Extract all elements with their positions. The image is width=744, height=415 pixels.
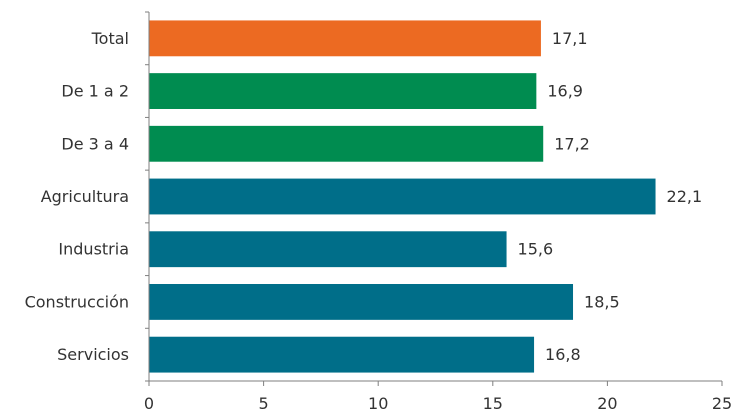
bar xyxy=(149,231,507,268)
bar xyxy=(149,178,656,215)
x-tick-label: 25 xyxy=(712,394,732,413)
category-label: De 3 a 4 xyxy=(61,134,129,153)
data-label: 16,8 xyxy=(545,345,581,364)
category-label: Servicios xyxy=(57,345,129,364)
data-label: 18,5 xyxy=(584,292,620,311)
plot-area: Total 17,1 De 1 a 2 16,9 De 3 a 4 17,2 Agricul… xyxy=(25,11,732,413)
x-tick-label: 10 xyxy=(368,394,388,413)
category-label: Construcción xyxy=(25,292,129,311)
x-tick-label: 15 xyxy=(483,394,503,413)
category-label: Industria xyxy=(58,240,129,259)
bar xyxy=(149,125,544,162)
data-label: 17,1 xyxy=(552,29,588,48)
category-label: De 1 a 2 xyxy=(61,82,129,101)
x-tick-label: 0 xyxy=(144,394,154,413)
bar xyxy=(149,284,574,320)
x-tick-label: 20 xyxy=(597,394,617,413)
x-tick-label: 5 xyxy=(259,394,269,413)
data-label: 16,9 xyxy=(547,82,583,101)
category-label: Total xyxy=(91,29,129,48)
data-label: 15,6 xyxy=(518,240,554,259)
category-label: Agricultura xyxy=(41,187,129,206)
bar xyxy=(149,336,535,373)
data-label: 22,1 xyxy=(667,187,703,206)
bar xyxy=(149,20,541,57)
bar xyxy=(149,73,537,109)
data-label: 17,2 xyxy=(554,134,590,153)
